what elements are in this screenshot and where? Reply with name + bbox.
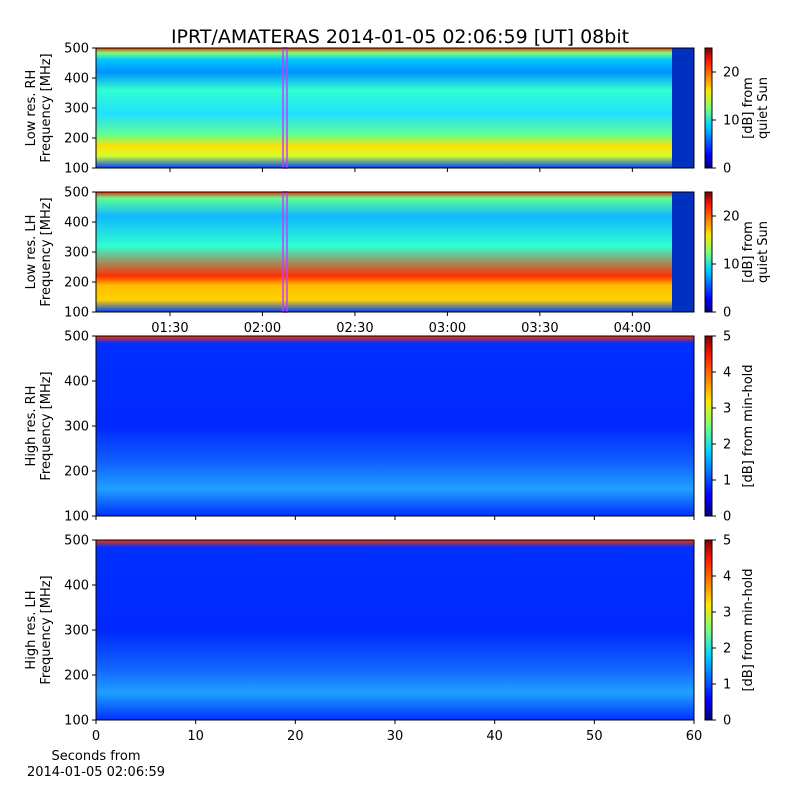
y-tick-label: 300 [64, 102, 89, 117]
colorbar-tick-label: 0 [723, 162, 731, 177]
colorbar [704, 335, 713, 517]
y-tick-label: 400 [64, 579, 89, 594]
colorbar-label: [dB] from [741, 221, 756, 283]
colorbar-label: quiet Sun [756, 221, 771, 283]
x-tick-label: 30 [387, 729, 404, 744]
colorbar-tick-label: 0 [723, 714, 731, 729]
y-tick-label: 300 [64, 246, 89, 261]
colorbar-tick-label: 20 [723, 210, 740, 225]
colorbar-tick-label: 0 [723, 306, 731, 321]
colorbar-tick-label: 1 [723, 474, 731, 489]
spectrogram-image [96, 48, 694, 168]
colorbar-tick-label: 20 [723, 66, 740, 81]
y-tick-label: 500 [64, 534, 89, 549]
colorbar-label: [dB] from [741, 77, 756, 139]
y-axis-label: High res. LH [24, 590, 39, 669]
y-tick-label: 300 [64, 624, 89, 639]
colorbar-tick-label: 5 [723, 330, 731, 345]
colorbar-tick-label: 2 [723, 642, 731, 657]
colorbar [704, 539, 713, 721]
y-axis-label: Low res. RH [24, 70, 39, 147]
y-tick-label: 500 [64, 330, 89, 345]
x-axis-label: 2014-01-05 02:06:59 [27, 765, 165, 780]
colorbar-tick-label: 3 [723, 402, 731, 417]
y-axis-label: Frequency [MHz] [39, 53, 54, 162]
x-tick-label: 40 [486, 729, 503, 744]
spectrogram-image [96, 540, 694, 720]
x-tick-label: 02:30 [336, 321, 373, 336]
y-tick-label: 400 [64, 216, 89, 231]
x-tick-label: 10 [187, 729, 204, 744]
y-tick-label: 200 [64, 669, 89, 684]
spectrogram-image [96, 192, 694, 312]
x-tick-label: 50 [586, 729, 603, 744]
colorbar-tick-label: 4 [723, 570, 731, 585]
y-tick-label: 100 [64, 162, 89, 177]
colorbar-tick-label: 2 [723, 438, 731, 453]
colorbar-tick-label: 5 [723, 534, 731, 549]
y-tick-label: 400 [64, 375, 89, 390]
colorbar-tick-label: 1 [723, 678, 731, 693]
colorbar-tick-label: 10 [723, 114, 740, 129]
y-axis-label: Frequency [MHz] [39, 371, 54, 480]
x-tick-label: 03:30 [521, 321, 558, 336]
x-axis-label: Seconds from [51, 749, 140, 764]
x-tick-label: 02:00 [244, 321, 281, 336]
colorbar-tick-label: 3 [723, 606, 731, 621]
x-tick-label: 04:00 [614, 321, 651, 336]
x-tick-label: 0 [92, 729, 100, 744]
y-tick-label: 100 [64, 714, 89, 729]
y-tick-label: 100 [64, 306, 89, 321]
colorbar-label: [dB] from min-hold [741, 568, 756, 691]
colorbar [704, 191, 713, 313]
x-tick-label: 03:00 [429, 321, 466, 336]
y-tick-label: 400 [64, 72, 89, 87]
y-tick-label: 100 [64, 510, 89, 525]
colorbar [704, 47, 713, 169]
chart-title: IPRT/AMATERAS 2014-01-05 02:06:59 [UT] 0… [171, 26, 629, 48]
colorbar-label: quiet Sun [756, 77, 771, 139]
y-tick-label: 300 [64, 420, 89, 435]
y-axis-label: Low res. LH [24, 215, 39, 290]
y-axis-label: Frequency [MHz] [39, 575, 54, 684]
colorbar-tick-label: 4 [723, 366, 731, 381]
y-axis-label: High res. RH [24, 386, 39, 467]
y-tick-label: 500 [64, 186, 89, 201]
spectrogram-gap [672, 192, 694, 312]
x-tick-label: 01:30 [151, 321, 188, 336]
colorbar-tick-label: 10 [723, 258, 740, 273]
colorbar-label: [dB] from min-hold [741, 364, 756, 487]
spectrogram-gap [672, 48, 694, 168]
spectrogram-image [96, 336, 694, 516]
x-tick-label: 60 [686, 729, 703, 744]
y-axis-label: Frequency [MHz] [39, 197, 54, 306]
colorbar-tick-label: 0 [723, 510, 731, 525]
x-tick-label: 20 [287, 729, 304, 744]
y-tick-label: 200 [64, 465, 89, 480]
y-tick-label: 200 [64, 276, 89, 291]
y-tick-label: 500 [64, 42, 89, 57]
y-tick-label: 200 [64, 132, 89, 147]
spectrograms [96, 47, 694, 720]
